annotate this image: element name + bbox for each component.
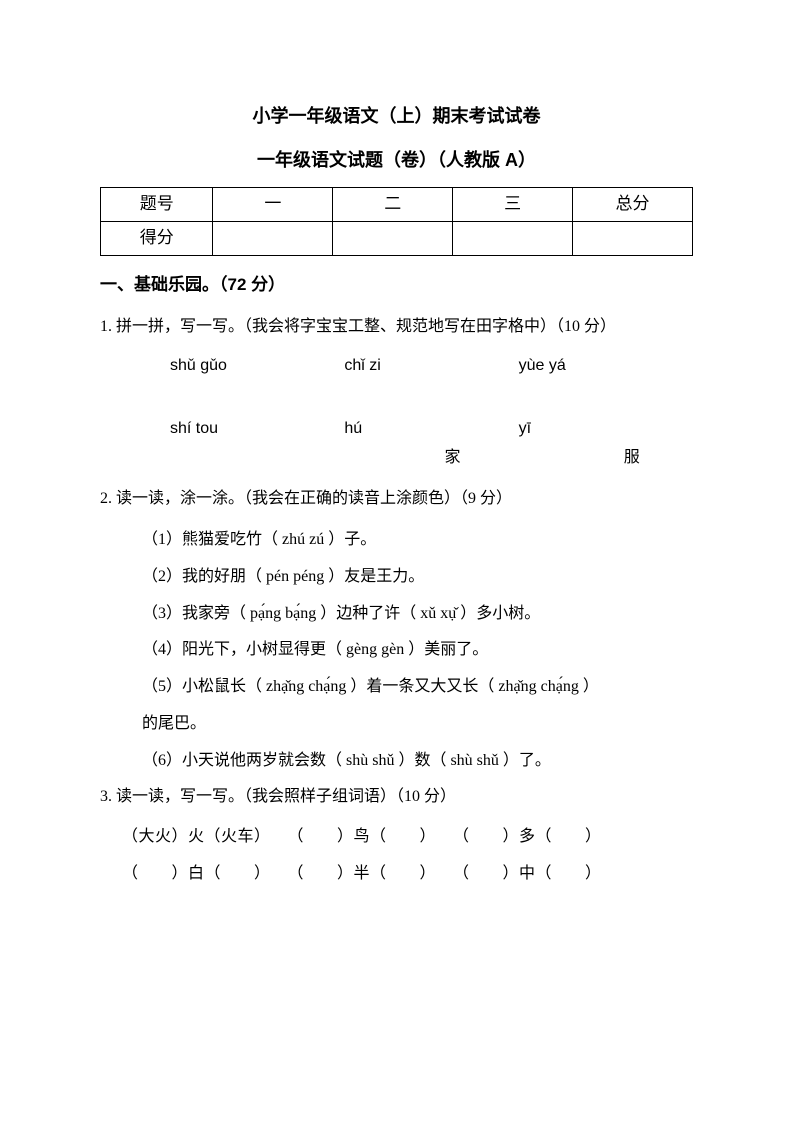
hanzi-under-row: 家 服: [100, 444, 693, 473]
question-3-text: 3. 读一读，写一写。（我会照样子组词语）（10 分）: [100, 780, 693, 814]
pinyin-word: shí tou: [170, 415, 344, 444]
score-row-label: 得分: [101, 221, 213, 255]
hanzi-cell: 家: [334, 444, 513, 473]
page-subtitle: 一年级语文试题（卷）（人教版 A）: [100, 144, 693, 176]
pinyin-word: yī: [519, 415, 693, 444]
score-header-col3: 三: [453, 187, 573, 221]
section-heading-1: 一、基础乐园。（72 分）: [100, 270, 693, 301]
score-table: 题号 一 二 三 总分 得分: [100, 187, 693, 256]
q2-sub-1: （1）熊猫爱吃竹（ zhú zú ）子。: [100, 522, 693, 559]
pinyin-word: hú: [344, 415, 518, 444]
page-title: 小学一年级语文（上）期末考试试卷: [100, 100, 693, 132]
q3-line-1: （大火）火（火车） （ ）鸟（ ） （ ）多（ ）: [100, 819, 693, 856]
score-cell: [453, 221, 573, 255]
hanzi-cell: [170, 444, 334, 473]
score-header-label: 题号: [101, 187, 213, 221]
score-cell: [333, 221, 453, 255]
q2-sub-4: （4）阳光下，小树显得更（ gèng gèn ）美丽了。: [100, 632, 693, 669]
pinyin-word: yùe yá: [519, 352, 693, 381]
q2-sub-5b: 的尾巴。: [100, 706, 693, 743]
score-header-col1: 一: [213, 187, 333, 221]
q3-line-2: （ ）白（ ） （ ）半（ ） （ ）中（ ）: [100, 856, 693, 893]
q2-sub-5: （5）小松鼠长（ zhạ̌ng chạ́ng ）着一条又大又长（ zhạ̌ng …: [100, 669, 693, 706]
table-row: 得分: [101, 221, 693, 255]
score-header-col2: 二: [333, 187, 453, 221]
pinyin-word: shǔ gǔo: [170, 352, 344, 381]
pinyin-row-1: shǔ gǔo chǐ zi yùe yá: [100, 352, 693, 381]
hanzi-cell: 服: [514, 444, 693, 473]
table-row: 题号 一 二 三 总分: [101, 187, 693, 221]
q2-sub-2: （2）我的好朋（ pén péng ）友是王力。: [100, 559, 693, 596]
question-2-text: 2. 读一读，涂一涂。（我会在正确的读音上涂颜色）（9 分）: [100, 482, 693, 516]
pinyin-row-2: shí tou hú yī: [100, 415, 693, 444]
pinyin-word: chǐ zi: [344, 352, 518, 381]
question-1-text: 1. 拼一拼，写一写。（我会将字宝宝工整、规范地写在田字格中）（10 分）: [100, 310, 693, 344]
q2-sub-3: （3）我家旁（ pạ́ng bạ́ng ）边种了许（ xǔ xụ̌ ）多小树。: [100, 596, 693, 633]
score-cell: [573, 221, 693, 255]
score-cell: [213, 221, 333, 255]
q2-sub-6: （6）小天说他两岁就会数（ shù shǔ ）数（ shù shǔ ）了。: [100, 743, 693, 780]
score-header-total: 总分: [573, 187, 693, 221]
